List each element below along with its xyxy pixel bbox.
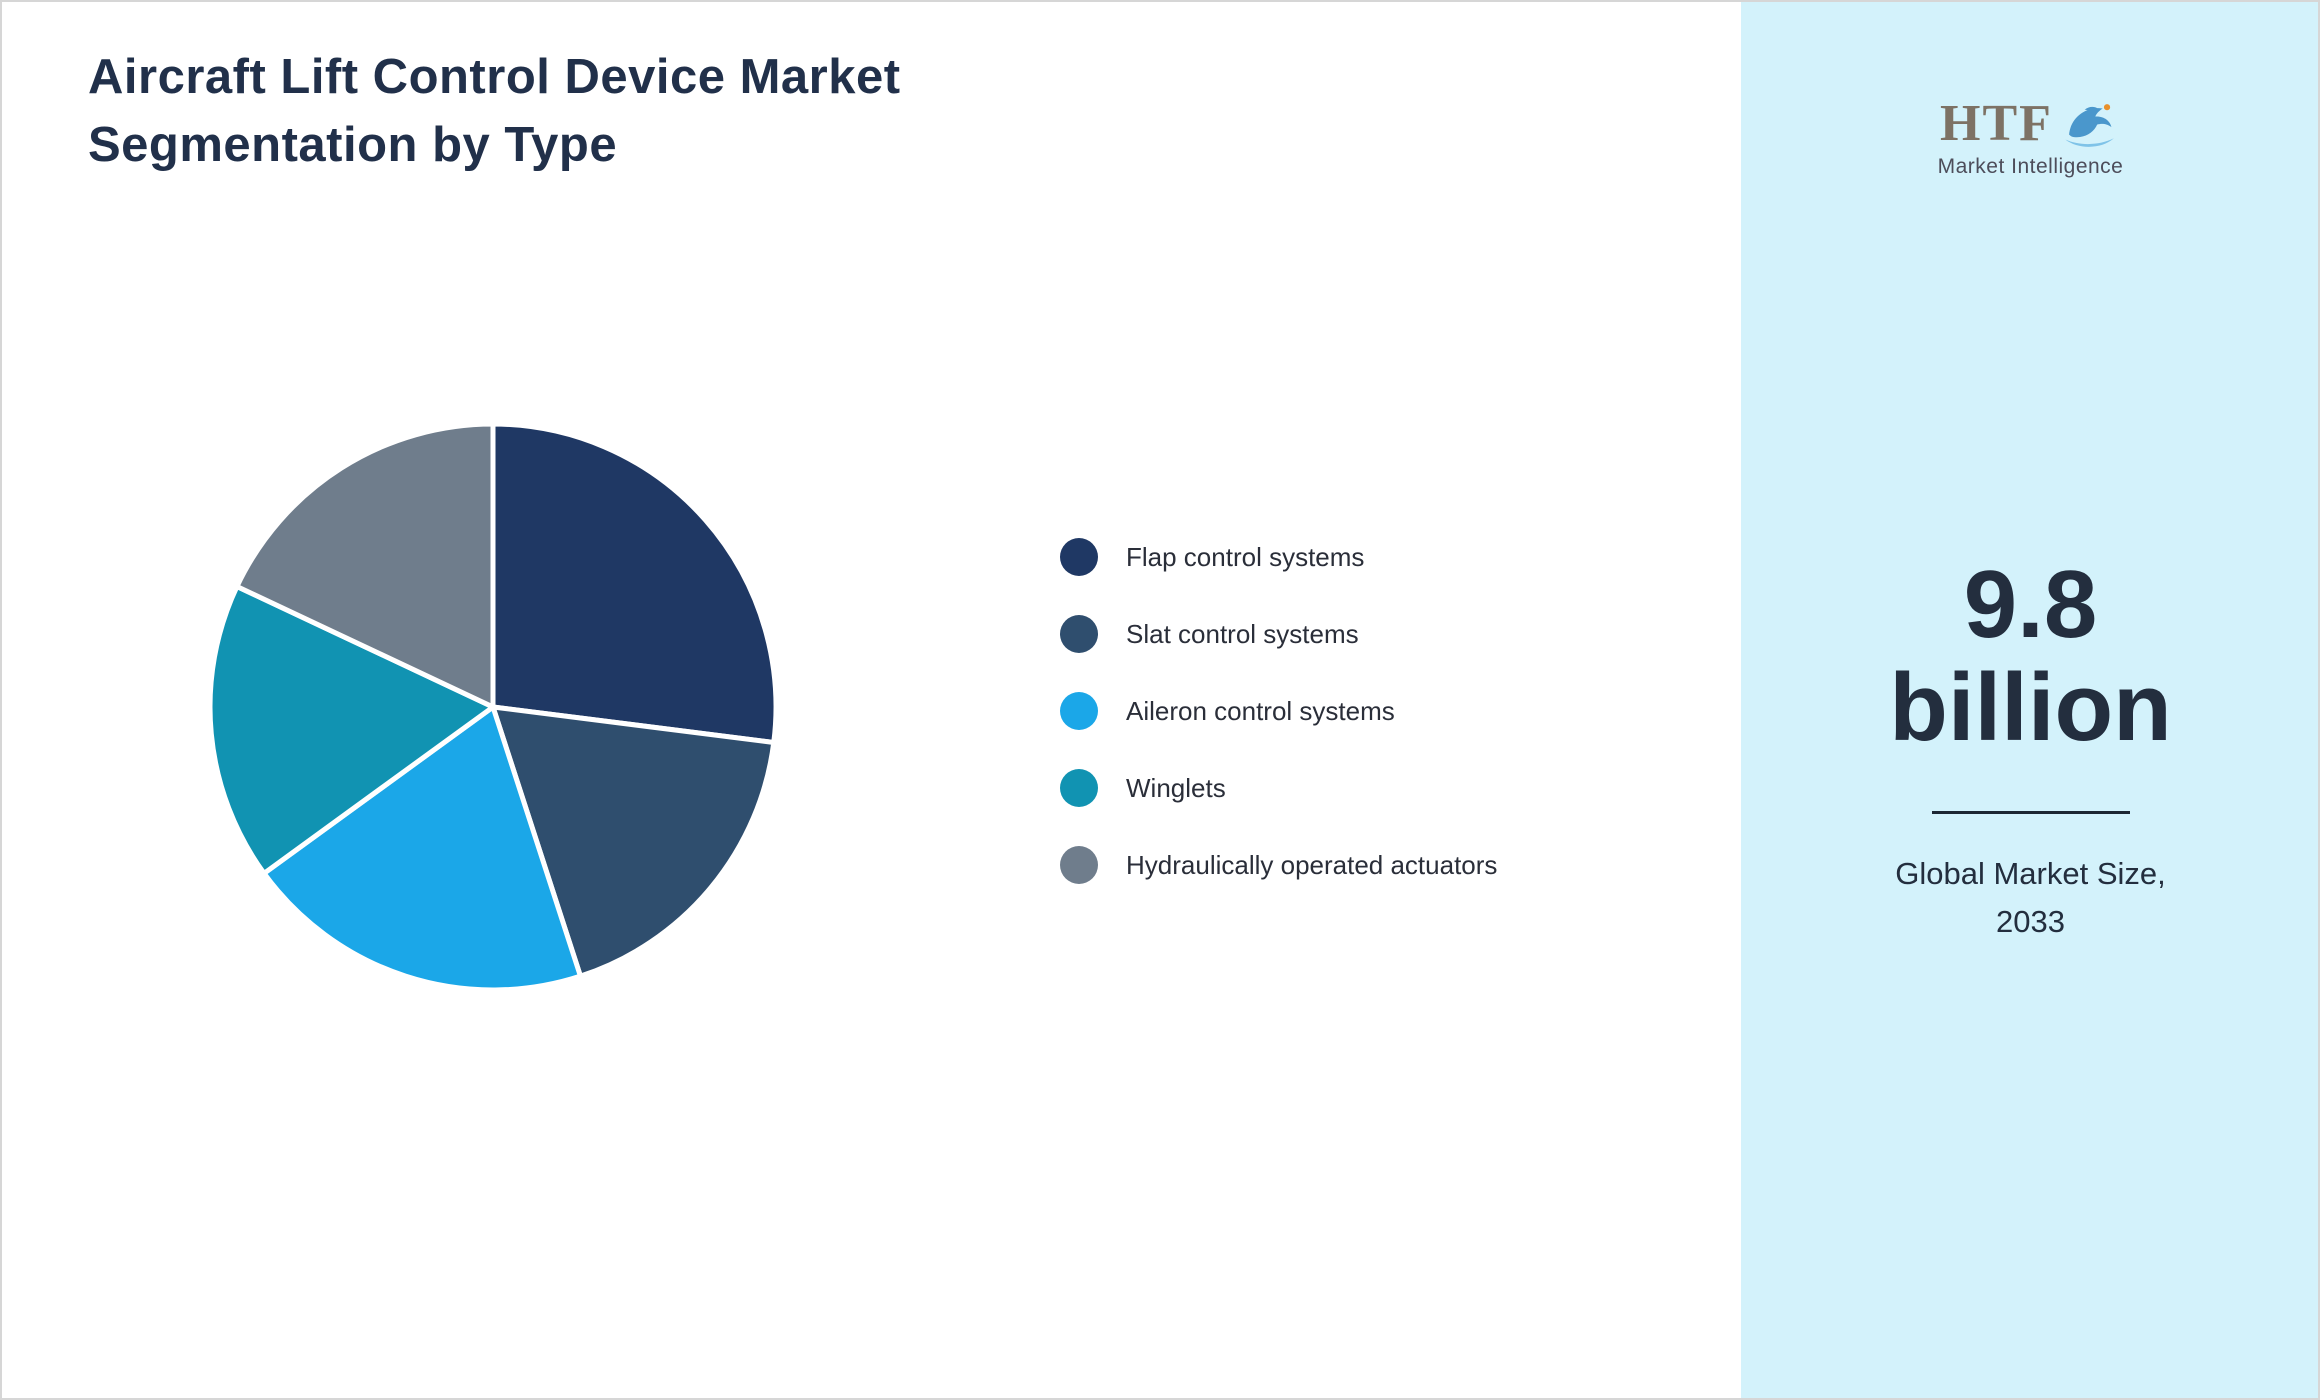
legend-item-aileron-control-systems: Aileron control systems bbox=[1060, 692, 1497, 730]
legend-item-hydraulically-operated-actuators: Hydraulically operated actuators bbox=[1060, 846, 1497, 884]
page-title-line1: Aircraft Lift Control Device Market bbox=[88, 50, 901, 104]
sidebar: HTF Market Intelligence 9.8 billion Glob… bbox=[1741, 2, 2318, 1398]
page-title-line2: Segmentation by Type bbox=[88, 117, 618, 172]
market-size-metric: 9.8 billion Global Market Size, 2033 bbox=[1741, 551, 2318, 946]
metric-caption-line2: 2033 bbox=[1996, 904, 2065, 940]
brand-logo: HTF Market Intelligence bbox=[1741, 94, 2318, 179]
pie-slice-3 bbox=[207, 584, 496, 876]
brand-logo-text: HTF bbox=[1940, 95, 2053, 152]
legend-item-flap-control-systems: Flap control systems bbox=[1060, 538, 1497, 576]
metric-value-number: 9.8 bbox=[1963, 551, 2098, 658]
brand-logo-subtext: Market Intelligence bbox=[1937, 155, 2124, 178]
pie-slice-1 bbox=[490, 704, 777, 979]
legend-label: Flap control systems bbox=[1126, 541, 1365, 572]
legend-label: Winglets bbox=[1126, 772, 1226, 803]
legend-dot-winglets bbox=[1060, 769, 1098, 807]
brand-logo-top: HTF bbox=[1940, 94, 2121, 153]
legend-dot-hydraulically-operated-actuators bbox=[1060, 846, 1098, 884]
legend-item-winglets: Winglets bbox=[1060, 769, 1497, 807]
legend-label: Hydraulically operated actuators bbox=[1126, 849, 1498, 880]
pie-slice-2 bbox=[261, 704, 583, 993]
legend-dot-slat-control-systems bbox=[1060, 615, 1098, 653]
legend-dot-flap-control-systems bbox=[1060, 538, 1098, 576]
legend-dot-aileron-control-systems bbox=[1060, 692, 1098, 730]
metric-divider bbox=[1931, 811, 2130, 815]
metric-caption: Global Market Size, 2033 bbox=[1741, 850, 2318, 946]
metric-caption-line1: Global Market Size, bbox=[1895, 856, 2166, 892]
pie-slice-4 bbox=[234, 421, 496, 710]
dolphin-icon bbox=[2065, 103, 2114, 147]
pie-slice-0 bbox=[490, 421, 779, 745]
metric-value-unit: billion bbox=[1889, 654, 2172, 761]
legend-label: Aileron control systems bbox=[1126, 695, 1395, 726]
chart-legend: Flap control systems Slat control system… bbox=[1060, 538, 1497, 884]
page-title: Aircraft Lift Control Device Market Segm… bbox=[88, 44, 901, 179]
legend-label: Slat control systems bbox=[1126, 618, 1359, 649]
pie-chart bbox=[193, 407, 793, 1007]
legend-item-slat-control-systems: Slat control systems bbox=[1060, 615, 1497, 653]
pie-chart-svg bbox=[207, 421, 779, 993]
